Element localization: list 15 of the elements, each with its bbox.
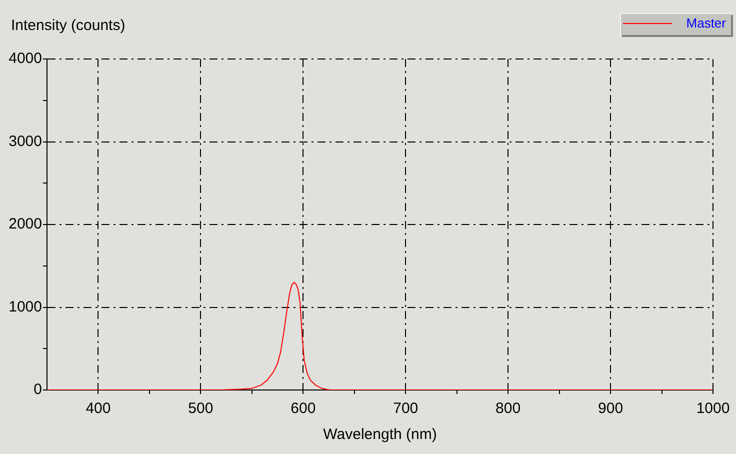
y-axis-title: Intensity (counts) (11, 17, 126, 34)
y-tick-label: 1000 (8, 298, 42, 316)
x-tick-label: 400 (86, 400, 111, 418)
y-tick-label: 2000 (8, 216, 42, 233)
legend-label: Master (686, 16, 727, 31)
x-tick-label: 1000 (696, 400, 730, 418)
x-tick-label: 900 (598, 400, 624, 418)
x-tick-label: 800 (496, 400, 521, 418)
x-axis-title: Wavelength (nm) (323, 426, 437, 444)
y-tick-label: 0 (34, 381, 42, 398)
y-tick-label: 4000 (8, 50, 42, 68)
x-tick-label: 500 (188, 400, 214, 418)
y-tick-label: 3000 (8, 132, 42, 150)
x-tick-label: 600 (290, 400, 316, 418)
x-tick-label: 700 (393, 400, 418, 418)
